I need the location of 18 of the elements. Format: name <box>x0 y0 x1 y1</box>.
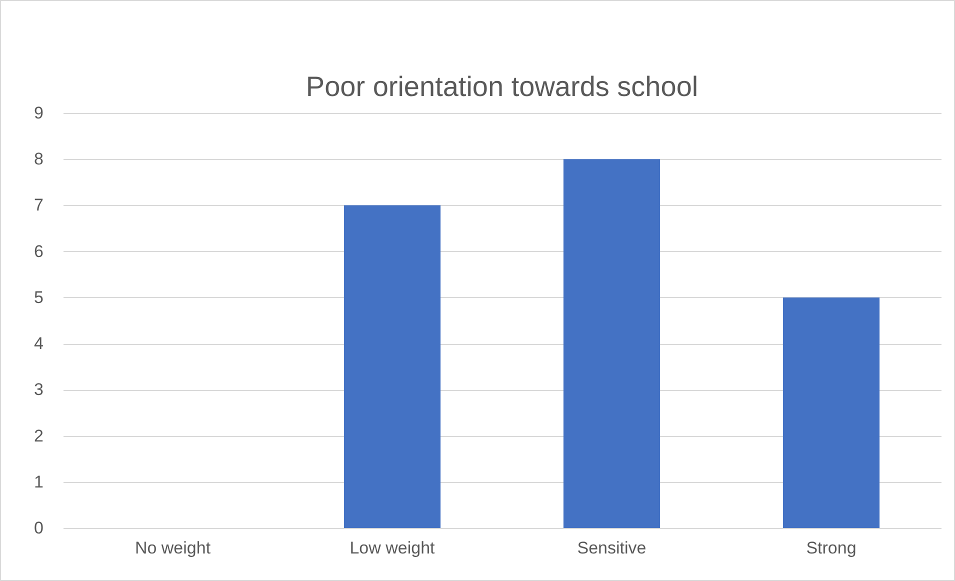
y-tick-label: 7 <box>34 196 44 215</box>
y-tick-label: 0 <box>34 518 44 538</box>
bar <box>782 297 880 528</box>
y-tick-label: 2 <box>34 426 44 446</box>
y-tick-label: 4 <box>34 334 44 354</box>
bar <box>344 205 441 528</box>
y-tick-label: 5 <box>34 288 44 307</box>
y-tick-label: 8 <box>34 150 44 169</box>
chart-title: Poor orientation towards school <box>306 71 698 102</box>
y-tick-label: 1 <box>34 472 44 492</box>
x-tick-label: Sensitive <box>577 538 646 558</box>
x-tick-label: Low weight <box>350 538 436 558</box>
x-tick-label: No weight <box>134 538 211 558</box>
y-tick-label: 9 <box>34 104 44 122</box>
y-tick-label: 3 <box>34 380 44 400</box>
y-tick-label: 6 <box>34 242 44 261</box>
x-tick-label: Strong <box>806 538 856 558</box>
bar <box>563 159 660 528</box>
